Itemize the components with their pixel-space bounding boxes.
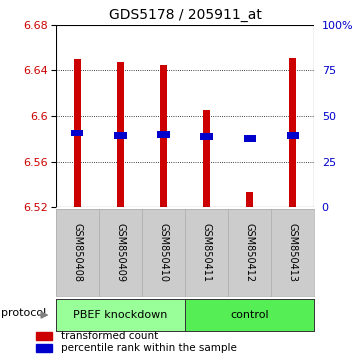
Text: GSM850408: GSM850408 (73, 223, 82, 282)
Bar (117, 62, 124, 207)
Text: GSM850410: GSM850410 (158, 223, 169, 282)
Text: protocol: protocol (1, 308, 46, 319)
Bar (74, 59, 81, 207)
Bar (289, 58, 296, 207)
Text: control: control (230, 310, 269, 320)
Text: percentile rank within the sample: percentile rank within the sample (61, 343, 237, 353)
Bar (287, 132, 299, 139)
Bar (36, 332, 52, 340)
Text: GSM850412: GSM850412 (244, 223, 255, 282)
Bar (36, 344, 52, 352)
Text: GSM850411: GSM850411 (201, 223, 212, 282)
Title: GDS5178 / 205911_at: GDS5178 / 205911_at (109, 8, 261, 22)
Text: PBEF knockdown: PBEF knockdown (73, 310, 168, 320)
Text: transformed count: transformed count (61, 331, 158, 341)
Bar (200, 133, 213, 140)
Bar (244, 135, 256, 142)
Bar (246, 192, 253, 207)
Bar (160, 65, 168, 207)
Bar (157, 131, 170, 138)
Bar (71, 130, 83, 136)
Bar (203, 110, 210, 207)
Text: GSM850413: GSM850413 (288, 223, 297, 282)
Bar (114, 132, 126, 139)
Text: GSM850409: GSM850409 (116, 223, 126, 282)
